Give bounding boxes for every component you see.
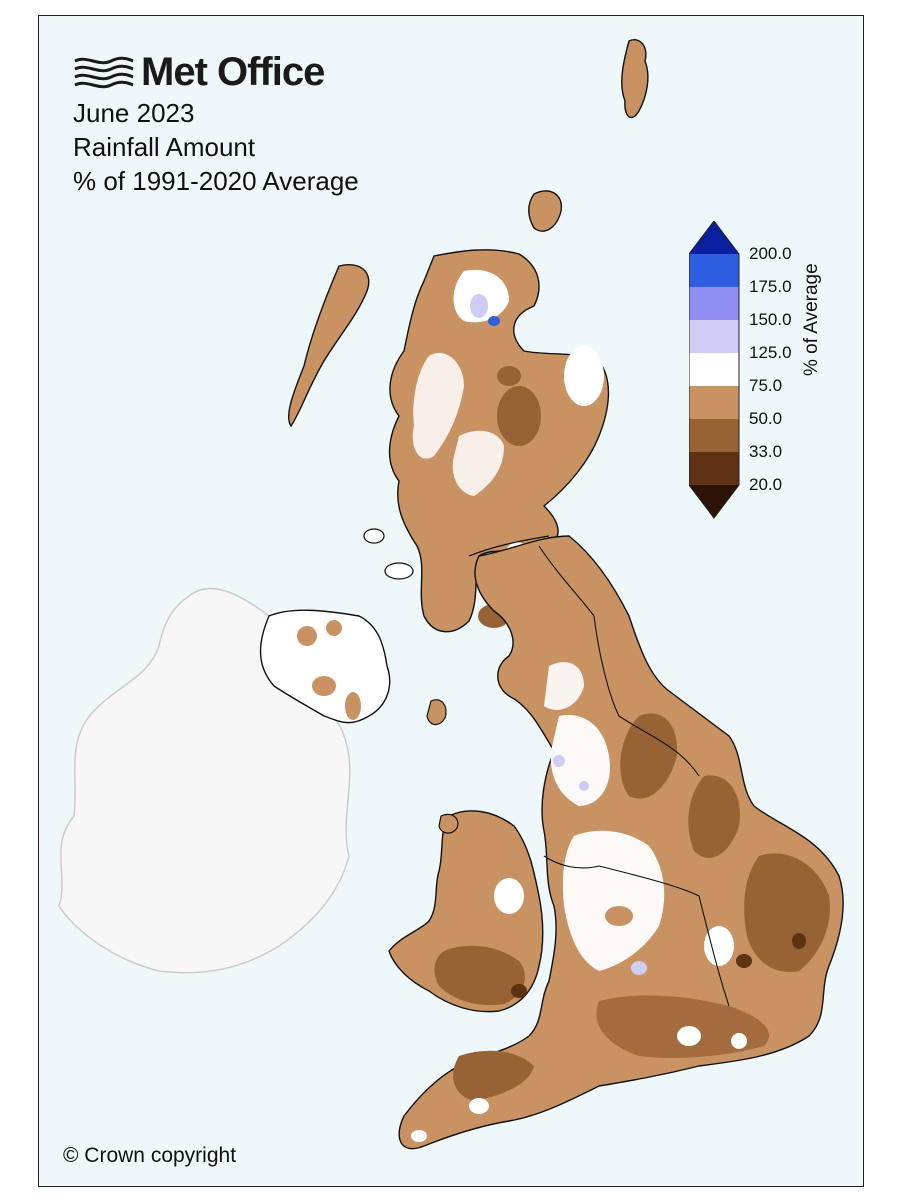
colorbar-tick-label: 50.0	[749, 409, 783, 428]
copyright-notice: © Crown copyright	[63, 1144, 237, 1167]
map-title-baseline: % of 1991-2020 Average	[73, 166, 359, 196]
colorbar-tick-label: 20.0	[749, 475, 783, 494]
colorbar-title: % of Average	[801, 263, 822, 376]
colorbar-tick-label: 200.0	[749, 244, 792, 263]
colorbar-tick-label: 125.0	[749, 343, 792, 362]
colorbar-band-75-125	[689, 353, 739, 386]
outer-hebrides	[287, 264, 370, 428]
map-frame: Met Office June 2023 Rainfall Amount % o…	[38, 15, 864, 1187]
colorbar-band-above-200	[689, 221, 739, 254]
colorbar-band-below-20	[689, 485, 739, 518]
anglesey	[438, 813, 459, 834]
colorbar-tick-label: 75.0	[749, 376, 783, 395]
orkney	[528, 190, 563, 232]
colorbar-tick-label: 150.0	[749, 310, 792, 329]
map-title-variable: Rainfall Amount	[73, 132, 256, 162]
colorbar-band-150-175	[689, 287, 739, 320]
colorbar-band-20-33	[689, 452, 739, 485]
colorbar-tick-label: 175.0	[749, 277, 792, 296]
shetland	[621, 39, 649, 119]
met-office-logo: Met Office	[73, 50, 325, 95]
map-title-month: June 2023	[73, 98, 195, 128]
colorbar-band-125-150	[689, 320, 739, 353]
met-office-wordmark: Met Office	[141, 50, 325, 94]
arran	[426, 699, 447, 726]
colorbar-band-33-50	[689, 419, 739, 452]
rainfall-map	[58, 39, 844, 1150]
colorbar-tick-label: 33.0	[749, 442, 783, 461]
colorbar-legend: 200.0 175.0 150.0 125.0 75.0 50.0 33.0 2…	[688, 220, 839, 531]
met-office-swirl-icon	[74, 56, 134, 88]
colorbar-band-50-75	[689, 386, 739, 419]
colorbar-band-175-200	[689, 254, 739, 287]
colorbar	[688, 220, 740, 519]
